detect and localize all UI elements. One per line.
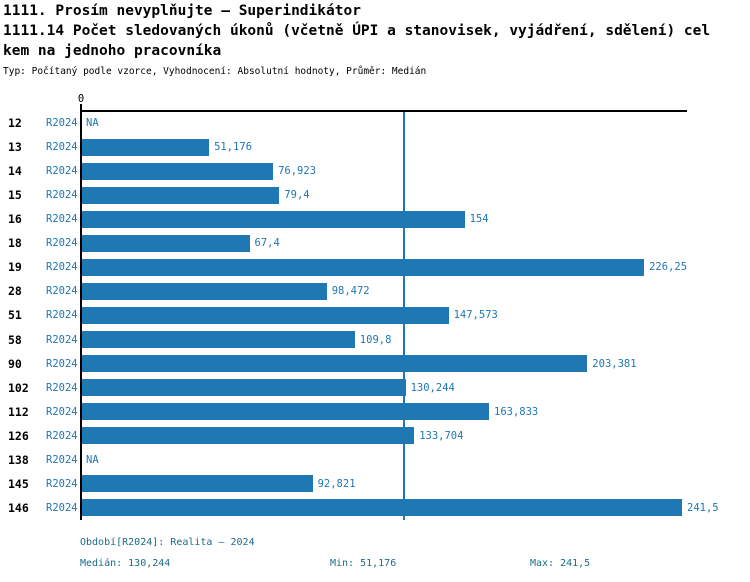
row-category-label: 28 (8, 284, 22, 299)
footer-max: Max: 241,5 (530, 558, 591, 569)
bar (82, 258, 645, 276)
row-series-label: R2024 (46, 453, 78, 466)
row-category-label: 126 (8, 428, 29, 443)
row-series-label: R2024 (46, 117, 78, 129)
bar-value-label: 163,833 (494, 405, 539, 418)
row-series-label: R2024 (46, 357, 78, 370)
bar-value-label: 51,176 (214, 141, 253, 154)
footer-median: Medián: 130,244 (80, 558, 171, 569)
bar (82, 138, 210, 156)
bar-value-label: 76,923 (278, 165, 317, 178)
bar (82, 331, 355, 349)
row-category-label: 16 (8, 212, 22, 227)
chart-row: 102 R2024 130,244 (0, 376, 750, 400)
row-series-label: R2024 (46, 141, 78, 154)
bar (82, 475, 313, 493)
report-title-line2: 1111.14 Počet sledovaných úkonů (včetně … (3, 23, 711, 39)
bar (82, 282, 327, 300)
x-axis-origin-label: 0 (77, 93, 85, 105)
chart-row: 90 R2024 203,381 (0, 352, 750, 376)
bar (82, 162, 274, 180)
row-category-label: 19 (8, 260, 22, 275)
bar-value-label: 92,821 (317, 477, 356, 490)
chart-row: 112 R2024 163,833 (0, 400, 750, 424)
chart-row: 146 R2024 241,5 (0, 496, 750, 520)
row-series-label: R2024 (46, 213, 78, 226)
row-category-label: 102 (8, 380, 29, 395)
report-title-line1: 1111. Prosím nevyplňujte – Superindikáto… (3, 3, 361, 19)
bar (82, 427, 415, 445)
row-series-label: R2024 (46, 501, 78, 514)
row-category-label: 13 (8, 140, 22, 155)
bar (82, 499, 682, 517)
bar (82, 355, 588, 373)
row-series-label: R2024 (46, 237, 78, 250)
row-category-label: 12 (8, 116, 22, 130)
row-series-label: R2024 (46, 429, 78, 442)
row-category-label: 145 (8, 476, 29, 491)
chart-row: 145 R2024 92,821 (0, 472, 750, 496)
row-category-label: 112 (8, 404, 29, 419)
bar-value-label: 67,4 (254, 237, 280, 250)
row-category-label: 58 (8, 332, 22, 347)
chart-row: 18 R2024 67,4 (0, 231, 750, 255)
row-category-label: 138 (8, 452, 29, 467)
bar-value-label: 241,5 (687, 501, 719, 514)
bar-value-label: 226,25 (649, 261, 688, 274)
report-title-line3: kem na jednoho pracovníka (3, 43, 222, 59)
bar (82, 379, 406, 397)
bar-value-label: 79,4 (284, 189, 310, 202)
row-category-label: 90 (8, 356, 22, 371)
bar-value-label: 154 (469, 213, 489, 226)
bar (82, 403, 489, 421)
chart-row: 58 R2024 109,8 (0, 328, 750, 352)
bar-value-label: 203,381 (592, 357, 637, 370)
bar-value-label: 130,244 (410, 381, 455, 394)
row-series-label: R2024 (46, 477, 78, 490)
row-category-label: 15 (8, 188, 22, 203)
row-category-label: 51 (8, 308, 22, 323)
bar-value-label: 98,472 (331, 285, 370, 298)
bar (82, 210, 465, 228)
row-series-label: R2024 (46, 309, 78, 322)
row-category-label: 18 (8, 236, 22, 251)
report-subtitle: Typ: Počítaný podle vzorce, Vyhodnocení:… (3, 66, 427, 77)
chart-row: 12 R2024 NA (0, 111, 750, 135)
bar-value-label: NA (86, 453, 99, 466)
chart-row: 14 R2024 76,923 (0, 159, 750, 183)
row-series-label: R2024 (46, 381, 78, 394)
footer-min: Min: 51,176 (330, 558, 397, 569)
row-series-label: R2024 (46, 333, 78, 346)
row-category-label: 146 (8, 500, 29, 515)
row-series-label: R2024 (46, 285, 78, 298)
row-category-label: 14 (8, 164, 22, 179)
y-axis-line (80, 104, 82, 520)
row-series-label: R2024 (46, 189, 78, 202)
chart-row: 15 R2024 79,4 (0, 183, 750, 207)
chart-row: 138 R2024 NA (0, 448, 750, 472)
row-series-label: R2024 (46, 405, 78, 418)
row-series-label: R2024 (46, 165, 78, 178)
chart-row: 126 R2024 133,704 (0, 424, 750, 448)
bar-value-label: 133,704 (419, 429, 464, 442)
bar (82, 186, 280, 204)
bar-value-label: NA (86, 117, 99, 129)
bar (82, 306, 449, 324)
chart-row: 51 R2024 147,573 (0, 303, 750, 327)
bar-chart: 12 R2024 NA 13 R2024 51,176 14 R2024 76,923 15 R20… (0, 111, 750, 520)
x-axis-line (80, 110, 687, 112)
bar-value-label: 147,573 (453, 309, 498, 322)
chart-row: 28 R2024 98,472 (0, 279, 750, 303)
row-series-label: R2024 (46, 261, 78, 274)
footer-period: Období[R2024]: Realita – 2024 (80, 537, 255, 548)
bar-value-label: 109,8 (359, 333, 392, 346)
chart-row: 19 R2024 226,25 (0, 255, 750, 279)
chart-row: 16 R2024 154 (0, 207, 750, 231)
chart-row: 13 R2024 51,176 (0, 135, 750, 159)
bar (82, 234, 250, 252)
